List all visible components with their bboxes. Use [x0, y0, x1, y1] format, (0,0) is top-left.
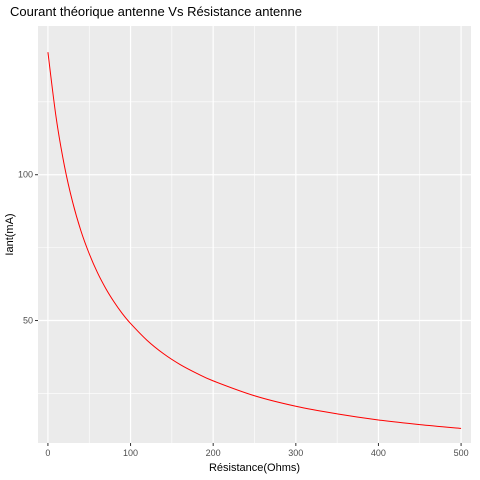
- axis-ticks: 0 100 200 300 400 500 50 100: [18, 170, 469, 458]
- grid-minor: [38, 26, 471, 443]
- x-tick-label: 300: [288, 448, 303, 458]
- x-tick-label: 200: [206, 448, 221, 458]
- chart-title: Courant théorique antenne Vs Résistance …: [10, 4, 302, 19]
- x-tick-label: 100: [123, 448, 138, 458]
- grid-major: [38, 26, 471, 443]
- y-axis-title: Iant(mA): [4, 213, 16, 255]
- x-tick-label: 500: [454, 448, 469, 458]
- x-tick-label: 400: [371, 448, 386, 458]
- y-tick-label: 100: [18, 170, 33, 180]
- y-tick-label: 50: [23, 316, 33, 326]
- x-tick-label: 0: [45, 448, 50, 458]
- series-line: [47, 52, 462, 429]
- x-axis-title: Résistance(Ohms): [209, 462, 300, 474]
